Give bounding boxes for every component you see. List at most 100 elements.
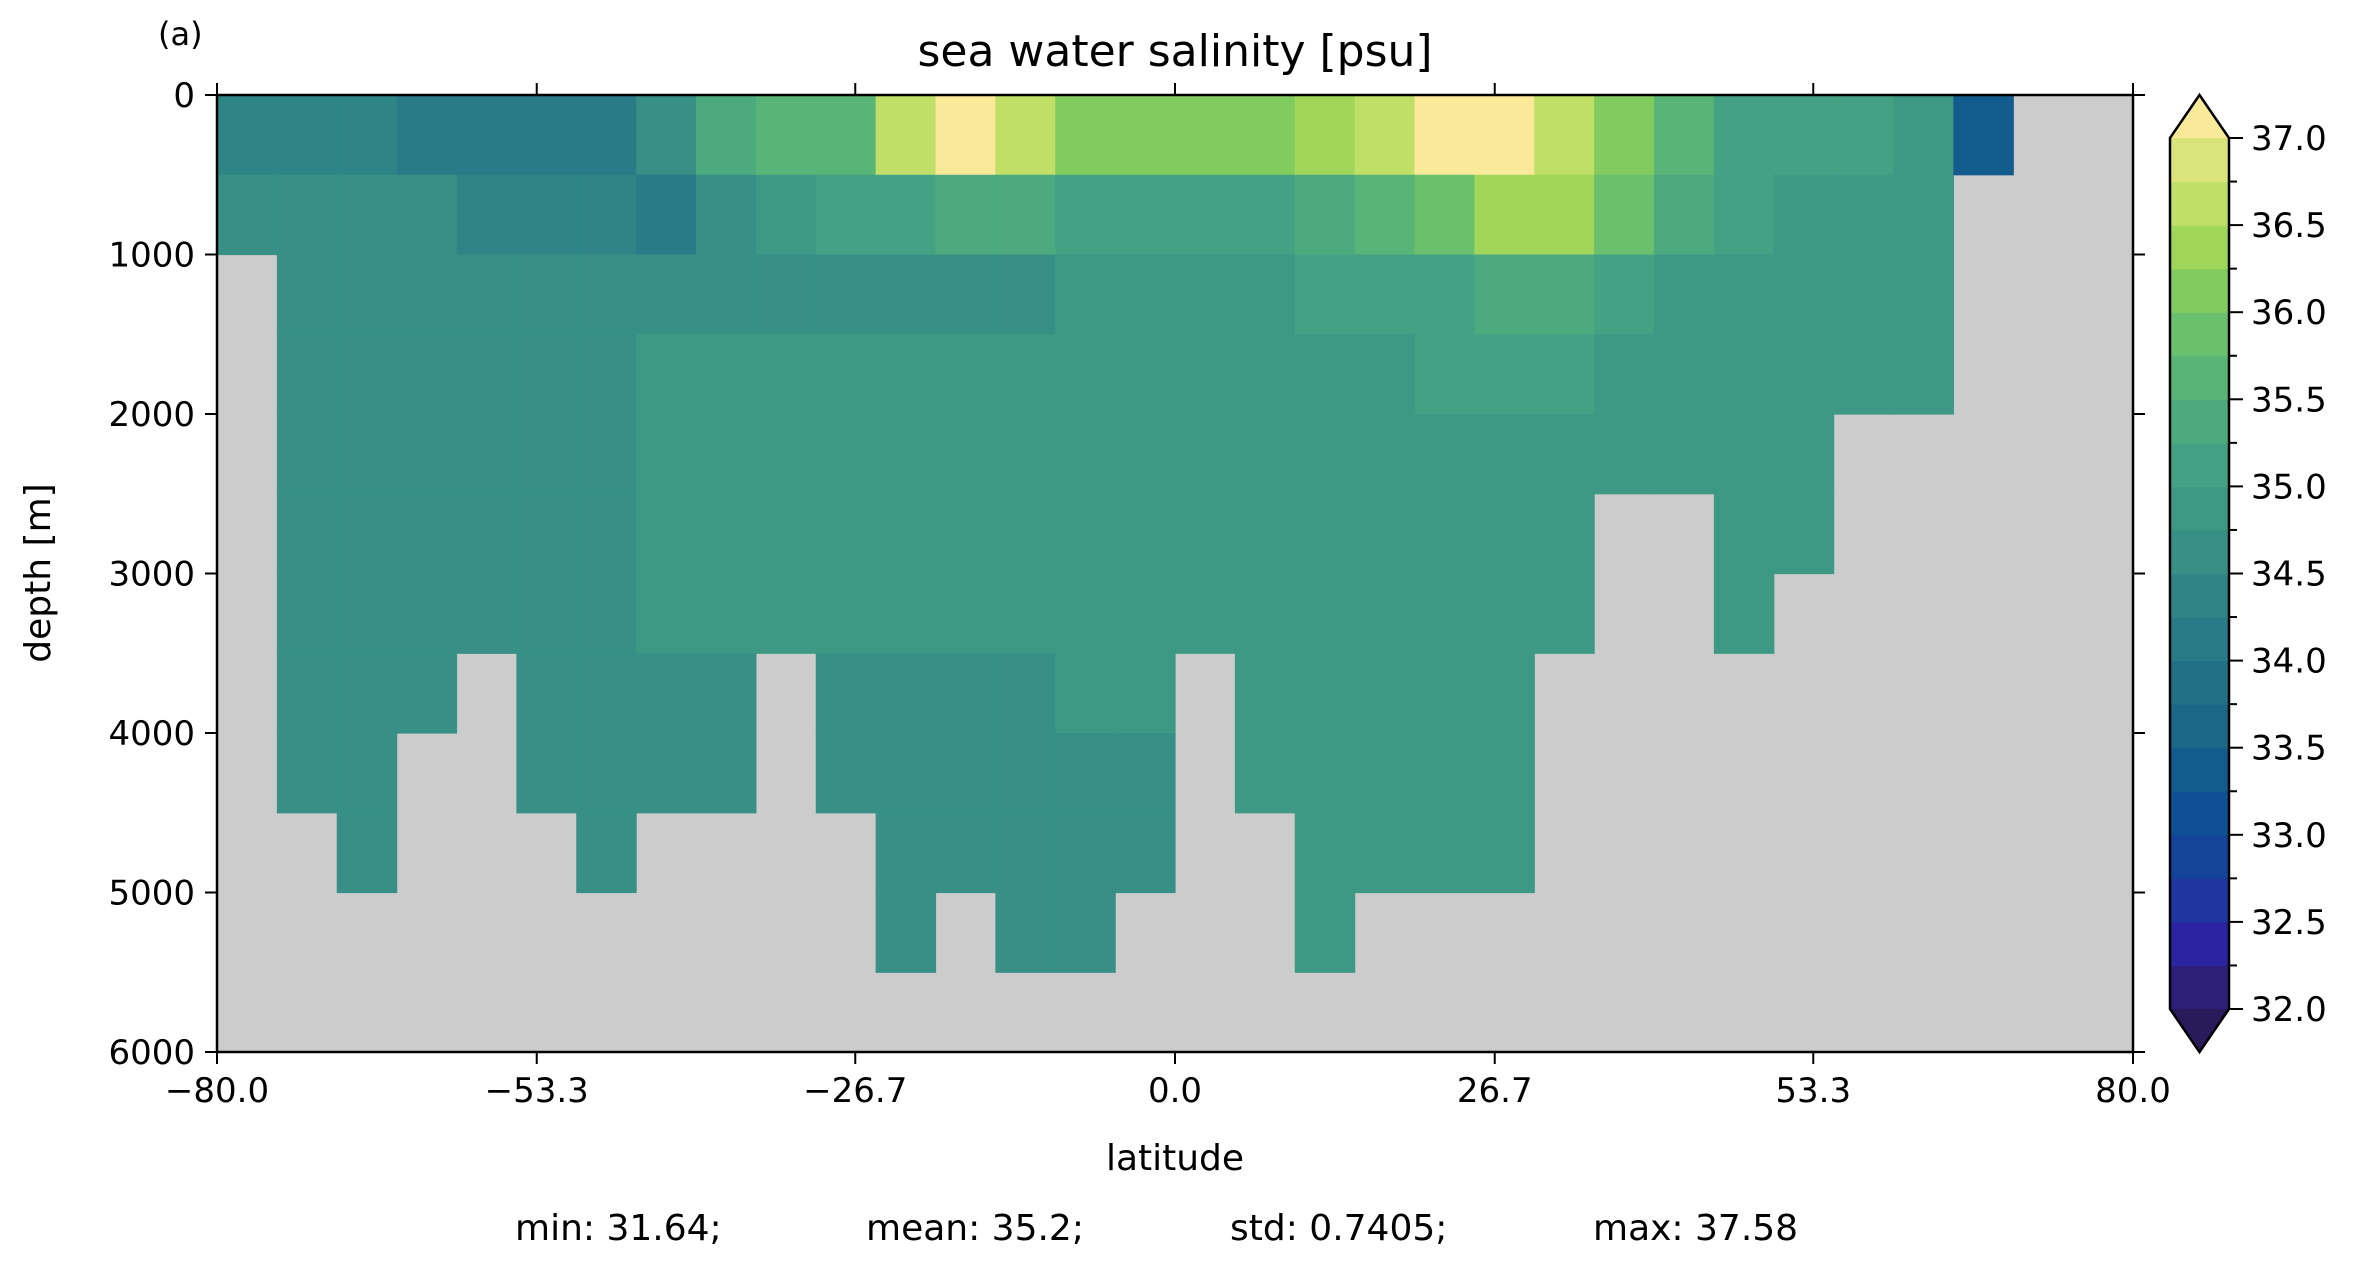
- colorbar-under-extension: [2170, 1009, 2229, 1052]
- salinity-cell: [1354, 573, 1416, 654]
- salinity-cell: [336, 334, 398, 415]
- salinity-cell: [516, 733, 577, 814]
- salinity-cell: [1773, 493, 1835, 575]
- salinity-cell: [217, 174, 278, 256]
- salinity-cell: [276, 334, 338, 415]
- salinity-cell: [1115, 95, 1176, 176]
- salinity-cell: [935, 812, 996, 894]
- salinity-cell: [276, 573, 338, 654]
- salinity-cell: [935, 174, 996, 256]
- salinity-cell: [755, 254, 817, 335]
- x-tick-label: 80.0: [2095, 1071, 2171, 1111]
- salinity-cell: [1294, 573, 1356, 654]
- salinity-cell: [995, 95, 1056, 176]
- salinity-cell: [396, 653, 458, 734]
- colorbar-band: [2170, 442, 2229, 487]
- salinity-cell: [1354, 812, 1416, 894]
- salinity-cell: [336, 254, 398, 335]
- salinity-cell: [875, 812, 937, 894]
- salinity-cell: [1354, 493, 1416, 575]
- salinity-cell: [935, 493, 996, 575]
- salinity-cell: [1175, 414, 1236, 495]
- salinity-cell: [1175, 174, 1236, 256]
- salinity-cell: [1773, 174, 1835, 256]
- colorbar-tick-label: 37.0: [2251, 119, 2327, 159]
- salinity-cell: [276, 254, 338, 335]
- salinity-cell: [456, 493, 517, 575]
- salinity-cell: [815, 573, 877, 654]
- salinity-cell: [1055, 254, 1116, 335]
- salinity-cell: [935, 95, 996, 176]
- salinity-cell: [1354, 414, 1416, 495]
- salinity-cell: [995, 812, 1056, 894]
- colorbar-band: [2170, 573, 2229, 618]
- salinity-cell: [1055, 892, 1116, 973]
- salinity-cell: [1833, 334, 1895, 415]
- salinity-cell: [935, 334, 996, 415]
- salinity-cell: [1234, 653, 1296, 734]
- colorbar-tick-label: 35.0: [2251, 467, 2327, 507]
- salinity-cell: [755, 334, 817, 415]
- salinity-cell: [935, 414, 996, 495]
- salinity-cell: [1294, 95, 1356, 176]
- colorbar-band: [2170, 486, 2229, 531]
- salinity-cell: [1773, 414, 1835, 495]
- salinity-cell: [1474, 812, 1535, 894]
- salinity-cell: [1414, 493, 1475, 575]
- salinity-cell: [935, 573, 996, 654]
- salinity-cell: [456, 334, 517, 415]
- salinity-cell: [456, 95, 517, 176]
- salinity-cell: [1175, 95, 1236, 176]
- salinity-cell: [1474, 174, 1535, 256]
- salinity-cell: [276, 174, 338, 256]
- salinity-cell: [1354, 733, 1416, 814]
- salinity-cell: [456, 414, 517, 495]
- salinity-cell: [636, 334, 697, 415]
- salinity-cell: [1115, 254, 1176, 335]
- salinity-cell: [1234, 733, 1296, 814]
- salinity-cell: [995, 174, 1056, 256]
- salinity-cell: [1893, 95, 1954, 176]
- salinity-cell: [1474, 653, 1535, 734]
- salinity-cell: [636, 653, 697, 734]
- salinity-cell: [516, 493, 577, 575]
- salinity-cell: [875, 733, 937, 814]
- colorbar-band: [2170, 965, 2229, 1010]
- salinity-cell: [1414, 812, 1475, 894]
- salinity-cell: [755, 174, 817, 256]
- salinity-cell: [1115, 812, 1176, 894]
- colorbar-tick-label: 36.0: [2251, 293, 2327, 333]
- salinity-cell: [1534, 174, 1595, 256]
- salinity-cell: [815, 653, 877, 734]
- salinity-cell: [755, 95, 817, 176]
- salinity-cell: [815, 733, 877, 814]
- colorbar-band: [2170, 834, 2229, 879]
- plot-area: [215, 93, 2135, 1054]
- salinity-cell: [1294, 812, 1356, 894]
- salinity-cell: [1654, 334, 1715, 415]
- salinity-cell: [875, 892, 937, 973]
- salinity-cell: [995, 254, 1056, 335]
- salinity-cell: [1534, 334, 1595, 415]
- colorbar-band: [2170, 399, 2229, 444]
- salinity-cell: [1474, 414, 1535, 495]
- y-tick-label: 6000: [108, 1033, 195, 1073]
- colorbar-band: [2170, 312, 2229, 357]
- salinity-cell: [1234, 414, 1296, 495]
- salinity-cell: [1534, 254, 1595, 335]
- salinity-cell: [276, 95, 338, 176]
- salinity-cell: [456, 573, 517, 654]
- salinity-cell: [1234, 493, 1296, 575]
- salinity-cell: [1115, 334, 1176, 415]
- salinity-cell: [1055, 653, 1116, 734]
- salinity-cell: [1414, 254, 1475, 335]
- salinity-cell: [1654, 174, 1715, 256]
- salinity-cell: [1354, 174, 1416, 256]
- salinity-cell: [815, 254, 877, 335]
- salinity-cell: [815, 493, 877, 575]
- salinity-cell: [1294, 892, 1356, 973]
- salinity-cell: [696, 573, 757, 654]
- salinity-cell: [1833, 95, 1895, 176]
- salinity-cell: [516, 174, 577, 256]
- salinity-cell: [1893, 334, 1954, 415]
